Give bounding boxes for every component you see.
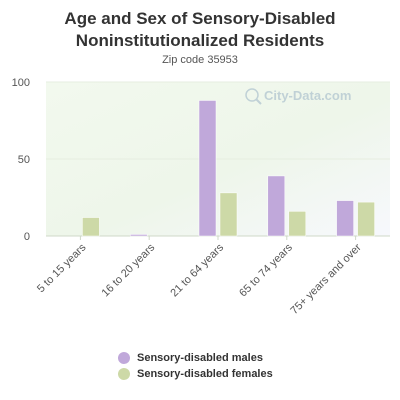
- y-tick-label: 100: [12, 77, 30, 89]
- bar: [82, 217, 100, 237]
- x-tick-label: 21 to 64 years: [168, 241, 226, 299]
- legend-label-females: Sensory-disabled females: [137, 368, 273, 380]
- y-tick-label: 0: [24, 231, 30, 243]
- bar: [129, 234, 148, 237]
- watermark-magnifier-handle: [255, 98, 262, 105]
- bar: [219, 192, 238, 237]
- watermark: City-Data.com: [245, 88, 351, 105]
- chart-subtitle: Zip code 35953: [162, 54, 238, 66]
- watermark-text: City-Data.com: [264, 88, 351, 103]
- x-tick-label: 16 to 20 years: [100, 241, 158, 299]
- y-axis: 0 50 100: [12, 77, 30, 243]
- legend-swatch-females: [118, 368, 130, 380]
- chart-title-line-2: Noninstitutionalized Residents: [75, 31, 325, 50]
- watermark-globe-icon: [245, 88, 259, 102]
- legend-item-females: Sensory-disabled females: [118, 366, 273, 382]
- x-tick-label: 75+ years and over: [288, 241, 364, 317]
- legend-item-males: Sensory-disabled males: [118, 350, 273, 366]
- chart-title-line-1: Age and Sex of Sensory-Disabled: [64, 9, 336, 28]
- bar: [198, 100, 217, 237]
- legend: Sensory-disabled males Sensory-disabled …: [118, 350, 273, 382]
- bars: [82, 100, 375, 237]
- x-tick-label: 65 to 74 years: [237, 241, 295, 299]
- legend-swatch-males: [118, 352, 130, 364]
- legend-label-males: Sensory-disabled males: [137, 352, 263, 364]
- chart-title: Age and Sex of Sensory-Disabled Noninsti…: [0, 8, 400, 52]
- y-tick-label: 50: [18, 154, 30, 166]
- bar: [336, 200, 354, 237]
- x-axis: 5 to 15 years 16 to 20 years 21 to 64 year…: [35, 236, 364, 317]
- bar: [357, 201, 375, 237]
- bar: [288, 211, 307, 237]
- bar: [267, 175, 286, 237]
- x-tick-label: 5 to 15 years: [35, 241, 89, 295]
